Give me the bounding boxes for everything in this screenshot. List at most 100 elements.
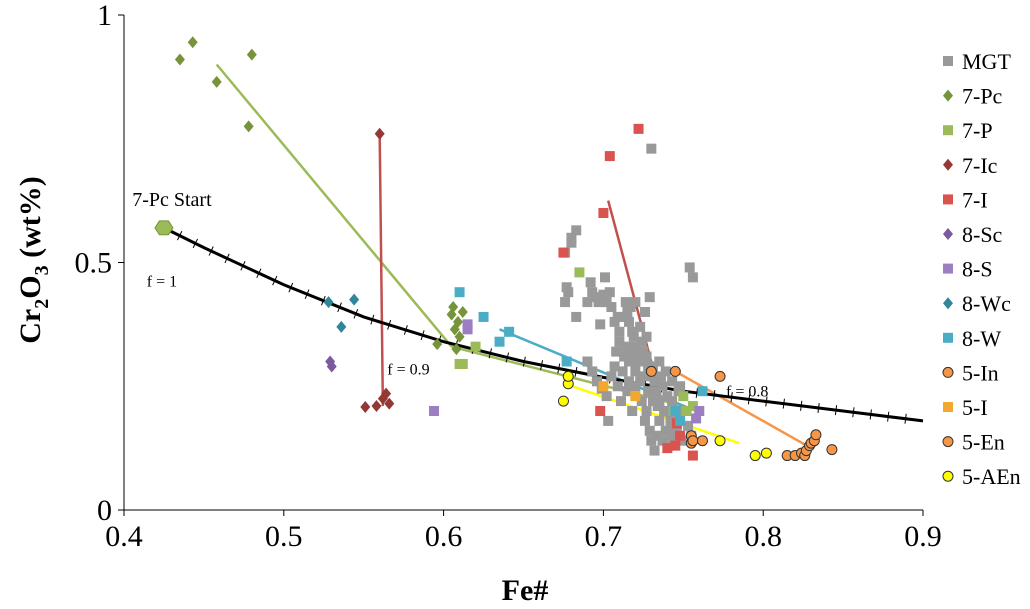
annotations: 7-Pc Start f = 1 f = 0.9 f = 0.8 (132, 189, 768, 401)
model-curve-tick (256, 268, 262, 278)
data-point (563, 287, 574, 298)
data-point (660, 425, 671, 436)
data-point (384, 397, 395, 410)
data-point (687, 450, 698, 461)
data-point (660, 366, 671, 377)
data-point (457, 306, 468, 318)
legend-marker (943, 194, 953, 205)
data-point (360, 401, 371, 414)
data-point (635, 321, 646, 332)
data-point (582, 356, 593, 367)
data-point (691, 413, 702, 424)
data-point (644, 292, 655, 303)
data-point (657, 435, 668, 446)
y-tick-label: 0 (97, 494, 112, 527)
legend-label: MGT (962, 49, 1011, 74)
data-point (561, 356, 572, 367)
data-point (652, 401, 663, 412)
data-point (349, 293, 360, 306)
x-tick-label: 0.7 (585, 520, 623, 553)
data-point (622, 386, 633, 397)
data-point (451, 343, 462, 356)
legend-label: 7-I (962, 187, 988, 212)
data-point (599, 272, 610, 283)
x-tick-label: 0.8 (744, 520, 782, 553)
data-point (457, 358, 468, 369)
data-point (687, 272, 698, 283)
y-tick-label: 1 (97, 0, 112, 32)
data-point (694, 406, 705, 416)
legend-marker (942, 470, 954, 482)
data-point (810, 429, 822, 441)
data-point (454, 330, 465, 343)
data-point (187, 36, 198, 49)
data-point (657, 381, 668, 392)
data-point (675, 415, 686, 426)
trend-line (564, 382, 740, 445)
data-point (687, 435, 699, 447)
x-axis-title: Fe# (502, 574, 549, 607)
data-point (636, 396, 647, 407)
annotation-label: f = 0.9 (387, 362, 429, 379)
model-curve-tick (176, 230, 183, 241)
legend-marker (943, 89, 953, 102)
start-marker (154, 220, 174, 236)
data-point (644, 425, 655, 436)
data-point (670, 440, 681, 451)
data-point (462, 324, 473, 335)
y-axis-title: Cr2O3 (wt%) (14, 176, 53, 343)
data-point (603, 415, 614, 426)
data-point (638, 371, 649, 382)
model-curve-tick (834, 405, 838, 416)
model-curve-line (163, 226, 924, 423)
data-point (374, 127, 385, 140)
x-tick-label: 0.6 (425, 520, 463, 553)
legend-marker (943, 263, 953, 274)
legend-marker (943, 297, 953, 310)
data-point (429, 406, 440, 416)
data-point (617, 366, 628, 377)
legend-label: 5-AEn (962, 464, 1021, 489)
legend-label: 8-Wc (962, 291, 1011, 316)
data-point (760, 447, 772, 459)
model-curve-tick (540, 360, 544, 371)
data-point (623, 316, 634, 327)
x-tick-label: 0.5 (265, 520, 303, 553)
y-axis-title-sub1: 2 (31, 299, 53, 309)
legend: MGT 7-Pc 7-P 7-Ic 7-I 8-Sc 8-S 8-Wc 8-W 5-In 5-I 5-… (942, 49, 1021, 489)
y-axis-title-unit: (wt%) (14, 176, 47, 265)
model-curve-tick (522, 356, 526, 367)
legend-marker (943, 228, 953, 240)
model-curve-tick (782, 398, 785, 409)
model-curve-tick (403, 325, 408, 335)
model-curve-tick (240, 261, 246, 271)
data-point (687, 401, 698, 412)
data-point (598, 381, 609, 392)
model-curve-tick (557, 363, 561, 374)
data-point (628, 331, 639, 342)
plot-area: 7-Pc Start f = 1 f = 0.9 f = 0.8 (132, 36, 924, 462)
model-curve-tick (869, 409, 872, 420)
data-point (623, 356, 634, 367)
model-curve-tick (505, 352, 510, 363)
data-point (381, 387, 392, 400)
data-point (371, 400, 382, 413)
model-curve-tick (713, 390, 716, 401)
data-point (678, 391, 689, 402)
data-point (593, 297, 604, 308)
data-point (667, 396, 678, 407)
data-point (582, 297, 593, 308)
data-point (620, 341, 631, 352)
data-point (601, 391, 612, 402)
data-point (595, 319, 606, 330)
y-axis-title-sub2: 3 (31, 265, 53, 275)
data-point (639, 307, 650, 317)
data-point (432, 338, 443, 351)
data-points (174, 36, 838, 462)
data-point (587, 366, 598, 377)
data-point (662, 406, 673, 416)
data-point (670, 406, 681, 416)
data-point (454, 287, 465, 298)
data-point (571, 311, 582, 322)
